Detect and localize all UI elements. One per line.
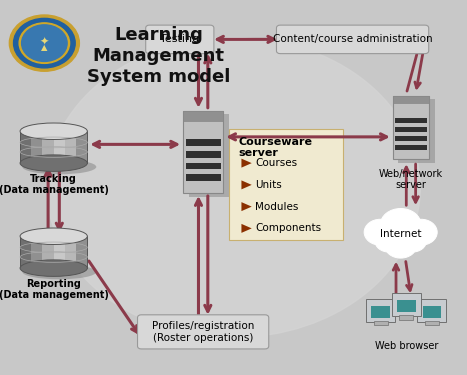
Bar	[54, 236, 65, 268]
Polygon shape	[241, 180, 252, 189]
Polygon shape	[241, 224, 252, 233]
Text: Internet: Internet	[380, 230, 421, 239]
Ellipse shape	[20, 260, 87, 276]
Bar	[186, 163, 221, 169]
Bar	[397, 300, 416, 312]
Text: Units: Units	[255, 180, 282, 190]
Text: Courseware
server: Courseware server	[238, 137, 312, 159]
Circle shape	[405, 219, 437, 245]
Ellipse shape	[20, 228, 87, 244]
FancyBboxPatch shape	[146, 25, 214, 54]
FancyBboxPatch shape	[189, 114, 229, 197]
Bar	[42, 236, 54, 268]
Text: Web browser: Web browser	[375, 341, 438, 351]
Text: Content/course administration: Content/course administration	[273, 34, 432, 44]
Ellipse shape	[22, 264, 96, 279]
FancyBboxPatch shape	[392, 293, 421, 316]
Ellipse shape	[20, 155, 87, 171]
Bar	[65, 131, 76, 163]
Bar	[54, 131, 65, 163]
FancyBboxPatch shape	[398, 99, 435, 163]
Bar	[76, 131, 87, 163]
Bar	[76, 236, 87, 268]
Bar	[399, 315, 413, 320]
Polygon shape	[241, 159, 252, 168]
FancyBboxPatch shape	[393, 96, 429, 159]
Circle shape	[47, 38, 420, 338]
Bar	[395, 136, 427, 141]
Bar	[395, 127, 427, 132]
Bar	[186, 174, 221, 181]
Bar	[20, 131, 87, 163]
Circle shape	[398, 230, 426, 252]
Text: Modules: Modules	[255, 202, 299, 211]
Bar	[423, 306, 441, 318]
Bar	[42, 131, 54, 163]
Ellipse shape	[20, 123, 87, 140]
Bar	[374, 321, 388, 325]
Text: Courses: Courses	[255, 158, 297, 168]
Text: Testing: Testing	[160, 34, 199, 44]
Bar	[20, 131, 31, 163]
Bar	[371, 306, 390, 318]
FancyBboxPatch shape	[184, 111, 223, 120]
Text: Tracking
(Data management): Tracking (Data management)	[0, 174, 109, 195]
FancyBboxPatch shape	[229, 129, 343, 240]
Text: ✦: ✦	[40, 37, 49, 47]
Circle shape	[385, 232, 417, 258]
Bar	[395, 118, 427, 123]
FancyBboxPatch shape	[417, 299, 446, 322]
FancyBboxPatch shape	[393, 96, 429, 103]
Circle shape	[9, 15, 79, 71]
Ellipse shape	[22, 159, 96, 174]
Text: ▲: ▲	[41, 43, 48, 52]
Text: Profiles/registration
(Roster operations): Profiles/registration (Roster operations…	[152, 321, 255, 343]
FancyBboxPatch shape	[137, 315, 269, 349]
Bar	[186, 140, 221, 146]
Circle shape	[375, 230, 403, 252]
Bar	[186, 151, 221, 157]
FancyBboxPatch shape	[184, 111, 223, 193]
Bar	[31, 131, 42, 163]
Text: Components: Components	[255, 224, 322, 233]
Text: Learning
Management
System model: Learning Management System model	[87, 26, 231, 86]
Text: Web/network
server: Web/network server	[379, 169, 443, 190]
Circle shape	[380, 209, 421, 241]
Bar	[395, 145, 427, 150]
Bar	[20, 236, 31, 268]
Circle shape	[21, 25, 67, 62]
Circle shape	[364, 219, 396, 245]
Circle shape	[14, 18, 75, 68]
Text: Reporting
(Data management): Reporting (Data management)	[0, 279, 109, 300]
Bar	[20, 236, 87, 268]
Polygon shape	[241, 202, 252, 211]
FancyBboxPatch shape	[366, 299, 395, 322]
Bar	[425, 321, 439, 325]
Circle shape	[19, 23, 70, 63]
Bar	[65, 236, 76, 268]
Bar	[31, 236, 42, 268]
FancyBboxPatch shape	[276, 25, 429, 54]
